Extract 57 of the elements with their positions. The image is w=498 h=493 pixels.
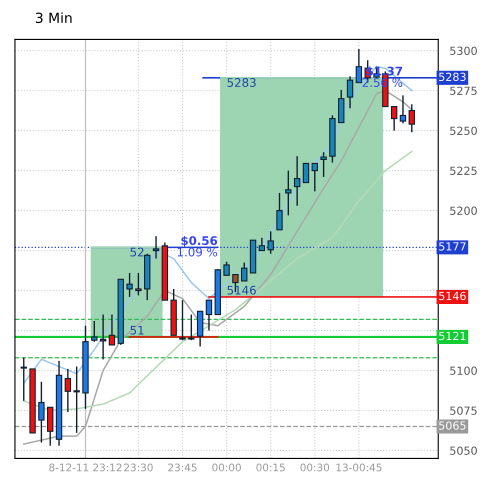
candlestick bbox=[241, 262, 248, 282]
ref-line-label: 5177 bbox=[439, 242, 466, 251]
candlestick bbox=[346, 76, 354, 109]
annotation: 52 bbox=[130, 248, 144, 257]
candlestick bbox=[400, 94, 406, 124]
candlestick bbox=[338, 89, 344, 124]
annotation: $0.56 bbox=[181, 236, 218, 247]
annotation: 5283 bbox=[228, 78, 256, 87]
y-tick-label: 5050 bbox=[450, 446, 477, 455]
candlestick bbox=[126, 272, 133, 298]
chart-title: 3 Min bbox=[36, 12, 72, 24]
candlestick bbox=[302, 162, 310, 184]
y-tick-label: 5100 bbox=[450, 366, 477, 375]
y-tick-label: 5275 bbox=[450, 86, 477, 95]
candlestick bbox=[20, 357, 27, 402]
x-tick-label: 13-00:45 bbox=[336, 464, 382, 472]
candlestick bbox=[64, 368, 72, 413]
candlestick bbox=[267, 230, 274, 254]
candlestick bbox=[152, 235, 160, 260]
y-tick-label: 5200 bbox=[450, 206, 477, 215]
annotation: 1.09 % bbox=[178, 248, 218, 257]
x-tick-label: 00:00 bbox=[212, 464, 241, 472]
ref-line-label: 5065 bbox=[439, 421, 466, 430]
annotation: 51 bbox=[130, 326, 144, 335]
candlestick bbox=[206, 299, 212, 332]
candlestick bbox=[223, 261, 230, 276]
y-tick-label: 5225 bbox=[450, 166, 477, 175]
candlestick bbox=[356, 48, 362, 84]
candlestick bbox=[390, 106, 398, 132]
candlestick bbox=[47, 406, 54, 446]
candlestick bbox=[38, 381, 45, 444]
x-tick-label: 23:30 bbox=[124, 464, 153, 472]
candlestick bbox=[285, 170, 292, 216]
y-tick-label: 5075 bbox=[450, 406, 477, 415]
ref-line-label: 5121 bbox=[439, 332, 466, 340]
candlestick bbox=[179, 299, 186, 341]
annotation: 5146 bbox=[228, 286, 256, 295]
data-label: 5283 bbox=[439, 72, 466, 82]
candlestick bbox=[320, 152, 327, 178]
y-tick-label: 5250 bbox=[450, 126, 477, 135]
x-tick-label: 00:15 bbox=[256, 464, 285, 472]
candlestick bbox=[408, 104, 415, 133]
x-tick-label: 23:45 bbox=[168, 464, 197, 472]
candlestick bbox=[312, 162, 318, 192]
candlestick bbox=[188, 314, 195, 341]
candlestick bbox=[100, 314, 106, 360]
candlestick bbox=[276, 192, 283, 230]
candlestick bbox=[258, 237, 266, 252]
candlestick bbox=[73, 366, 80, 434]
candlestick bbox=[294, 156, 300, 206]
candlestick bbox=[135, 272, 142, 296]
data-label: 5146 bbox=[439, 292, 466, 300]
x-tick-label: 8-12-11 23:12 bbox=[49, 464, 122, 472]
candlestick bbox=[108, 314, 116, 346]
candlestick bbox=[91, 320, 98, 342]
x-tick-label: 00:30 bbox=[300, 464, 330, 472]
y-tick-label: 5300 bbox=[450, 46, 477, 56]
